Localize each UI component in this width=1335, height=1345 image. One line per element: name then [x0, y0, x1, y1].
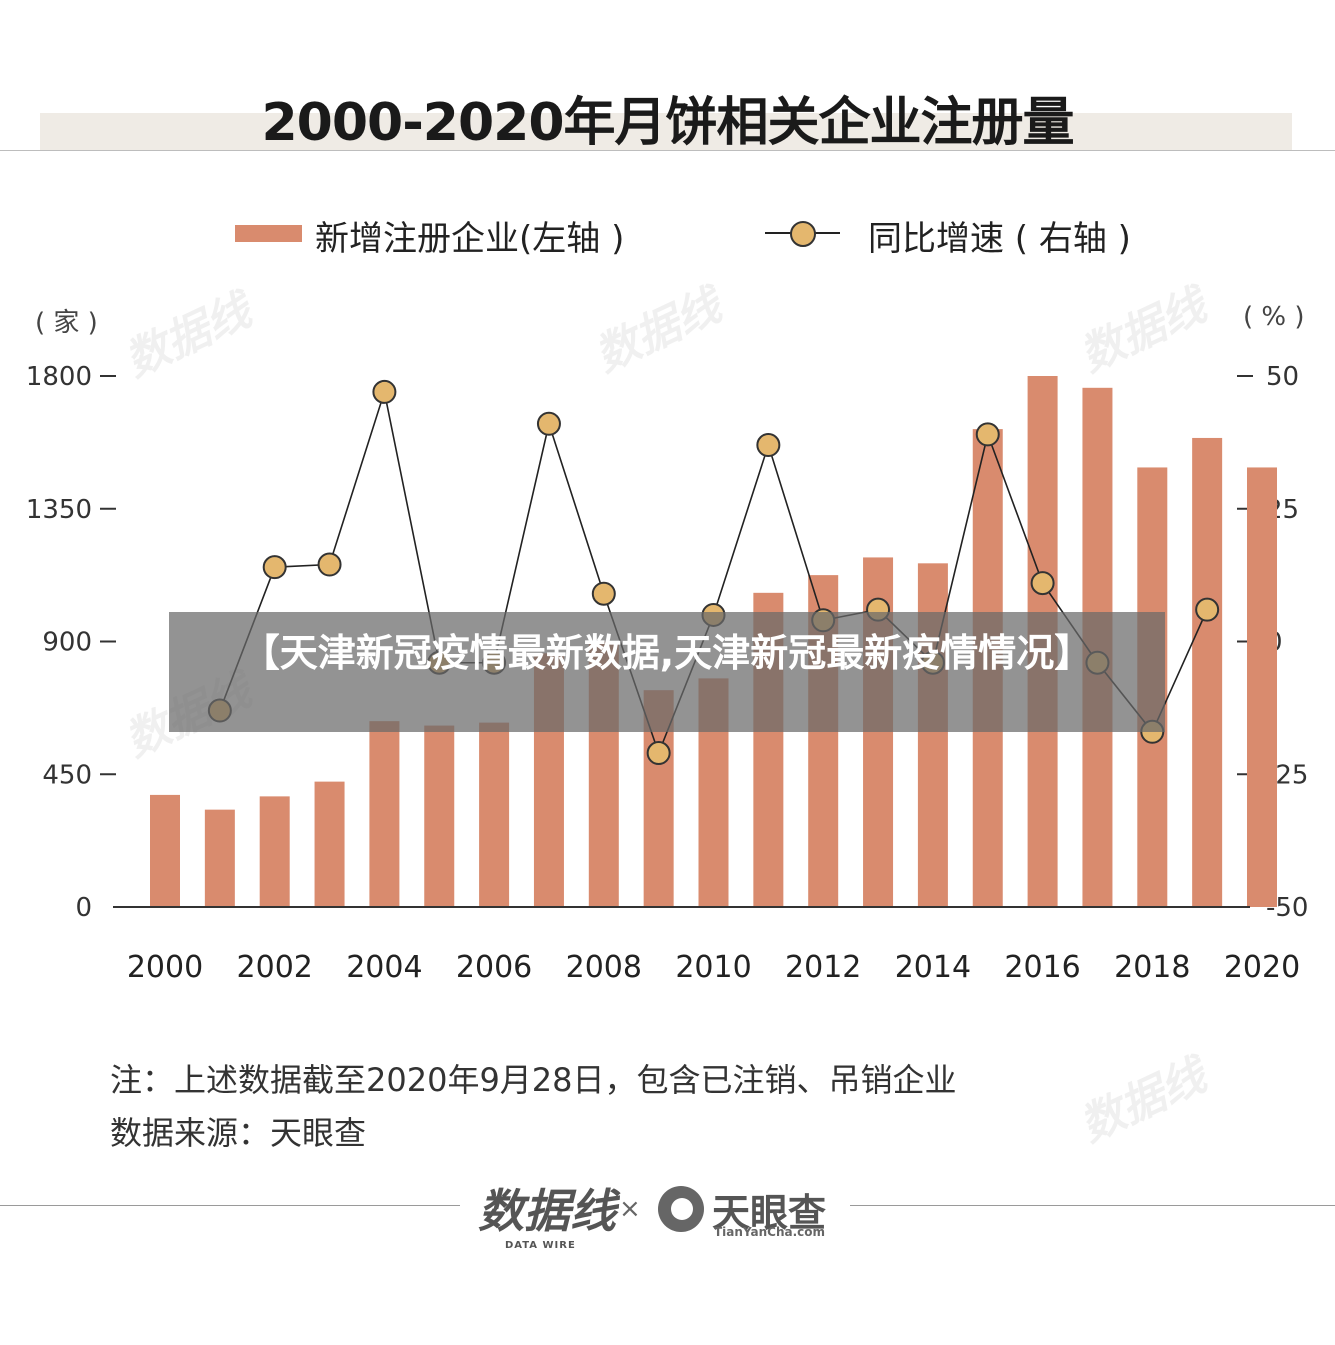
headline-banner-text: 【天津新冠疫情最新数据,天津新冠最新疫情情况】: [241, 631, 1093, 675]
growth-point: [756, 433, 781, 458]
left-axis-tick-label: 1350: [26, 495, 92, 525]
bar: [479, 722, 510, 907]
growth-point: [372, 379, 397, 404]
bar: [204, 809, 235, 907]
growth-point: [591, 581, 616, 606]
x-axis-tick-label: 2012: [785, 950, 861, 985]
bar: [369, 721, 400, 907]
growth-point: [1030, 571, 1055, 596]
bar: [1192, 437, 1223, 907]
tianyancha-logo-icon: [658, 1186, 704, 1232]
x-axis-tick-label: 2010: [675, 950, 751, 985]
growth-point: [646, 741, 671, 766]
right-axis-unit: ( % ): [1243, 302, 1305, 332]
datawire-logo-sub: DATA WIRE: [505, 1240, 576, 1251]
x-axis-tick-label: 2020: [1224, 950, 1300, 985]
bar: [314, 781, 345, 907]
bar: [259, 796, 290, 907]
tianyancha-logo-sub: TianYanCha.com: [714, 1225, 826, 1239]
growth-point: [1195, 597, 1220, 622]
logo-separator: ×: [619, 1194, 641, 1224]
x-axis-tick-label: 2006: [456, 950, 532, 985]
left-axis-tick-label: 0: [75, 893, 92, 923]
tianyancha-logo: 天眼查: [712, 1191, 827, 1235]
x-axis-tick-label: 2000: [127, 950, 203, 985]
x-axis-tick-label: 2008: [566, 950, 642, 985]
bar: [150, 794, 180, 907]
x-axis-tick-label: 2016: [1004, 950, 1080, 985]
left-axis-tick-label: 900: [42, 628, 92, 658]
title-rule: [0, 150, 1335, 151]
legend-line-label: 同比增速 ( 右轴 ): [868, 219, 1131, 259]
x-axis-tick-label: 2014: [895, 950, 971, 985]
x-axis-tick-label: 2018: [1114, 950, 1190, 985]
bar: [1247, 467, 1277, 907]
note-line-1: 注：上述数据截至2020年9月28日，包含已注销、吊销企业: [110, 1061, 957, 1099]
bar: [424, 725, 455, 907]
chart-title: 2000-2020年月饼相关企业注册量: [261, 93, 1074, 153]
legend-dot-swatch: [790, 221, 816, 247]
growth-point: [975, 422, 1000, 447]
left-axis-tick-label: 450: [42, 760, 92, 790]
growth-point: [262, 555, 287, 580]
x-axis-tick-label: 2002: [237, 950, 313, 985]
footer-rule-left: [0, 1205, 460, 1206]
right-axis-tick-label: 50: [1266, 362, 1299, 392]
datawire-logo: 数据线: [478, 1184, 616, 1238]
x-axis-tick-label: 2004: [346, 950, 422, 985]
left-axis-unit: ( 家 ): [35, 308, 98, 338]
title-band: [40, 113, 1292, 150]
legend-bar-label: 新增注册企业(左轴 ): [315, 219, 625, 259]
legend: 新增注册企业(左轴 ) 同比增速 ( 右轴 ): [0, 205, 1335, 259]
legend-bar-swatch: [235, 225, 302, 242]
headline-banner: 【天津新冠疫情最新数据,天津新冠最新疫情情况】: [169, 612, 1165, 732]
left-axis-tick-label: 1800: [26, 362, 92, 392]
note-line-2: 数据来源：天眼查: [110, 1114, 367, 1152]
growth-point: [536, 411, 561, 436]
growth-point: [317, 552, 342, 577]
footer-rule-right: [850, 1205, 1335, 1206]
